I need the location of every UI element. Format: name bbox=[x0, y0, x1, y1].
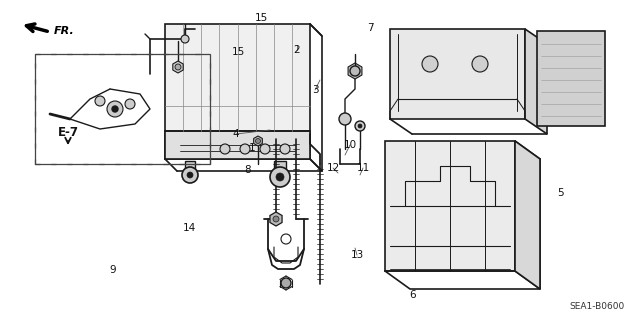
Text: 8: 8 bbox=[244, 165, 252, 175]
Text: 15: 15 bbox=[254, 13, 268, 23]
Text: 7: 7 bbox=[367, 23, 373, 33]
Circle shape bbox=[181, 35, 189, 43]
Text: 12: 12 bbox=[326, 163, 340, 173]
Polygon shape bbox=[348, 63, 362, 79]
Circle shape bbox=[270, 167, 290, 187]
Text: 4: 4 bbox=[233, 129, 239, 139]
Polygon shape bbox=[525, 29, 547, 134]
Polygon shape bbox=[185, 161, 195, 173]
Text: 2: 2 bbox=[294, 45, 300, 55]
Circle shape bbox=[107, 101, 123, 117]
Text: 10: 10 bbox=[344, 140, 356, 150]
Text: 15: 15 bbox=[232, 47, 244, 57]
Circle shape bbox=[273, 216, 279, 222]
Polygon shape bbox=[165, 131, 310, 159]
Polygon shape bbox=[390, 29, 525, 119]
Circle shape bbox=[358, 124, 362, 128]
Circle shape bbox=[182, 167, 198, 183]
Circle shape bbox=[350, 66, 360, 76]
Circle shape bbox=[422, 56, 438, 72]
Circle shape bbox=[125, 99, 135, 109]
Text: 11: 11 bbox=[356, 163, 370, 173]
Text: 6: 6 bbox=[410, 290, 416, 300]
Circle shape bbox=[472, 56, 488, 72]
Text: 5: 5 bbox=[557, 188, 564, 198]
Circle shape bbox=[220, 144, 230, 154]
Circle shape bbox=[281, 234, 291, 244]
Circle shape bbox=[95, 96, 105, 106]
Text: 3: 3 bbox=[312, 85, 318, 95]
Circle shape bbox=[175, 64, 181, 70]
Circle shape bbox=[280, 144, 290, 154]
Circle shape bbox=[260, 144, 270, 154]
Polygon shape bbox=[515, 141, 540, 289]
Text: 13: 13 bbox=[350, 250, 364, 260]
Text: 9: 9 bbox=[109, 265, 116, 275]
Text: SEA1-B0600: SEA1-B0600 bbox=[570, 302, 625, 311]
Polygon shape bbox=[253, 136, 262, 146]
Circle shape bbox=[281, 278, 291, 288]
Text: 14: 14 bbox=[182, 223, 196, 233]
Circle shape bbox=[276, 173, 284, 181]
Circle shape bbox=[255, 138, 260, 144]
Circle shape bbox=[240, 144, 250, 154]
Circle shape bbox=[339, 113, 351, 125]
Text: 1: 1 bbox=[249, 143, 255, 153]
Polygon shape bbox=[274, 161, 286, 175]
Polygon shape bbox=[385, 141, 515, 271]
Circle shape bbox=[355, 121, 365, 131]
Polygon shape bbox=[270, 212, 282, 226]
Polygon shape bbox=[165, 24, 310, 159]
Circle shape bbox=[187, 172, 193, 178]
Polygon shape bbox=[537, 31, 605, 126]
Polygon shape bbox=[173, 61, 183, 73]
Text: E-7: E-7 bbox=[58, 127, 79, 139]
Text: FR.: FR. bbox=[54, 26, 75, 36]
Circle shape bbox=[112, 106, 118, 112]
